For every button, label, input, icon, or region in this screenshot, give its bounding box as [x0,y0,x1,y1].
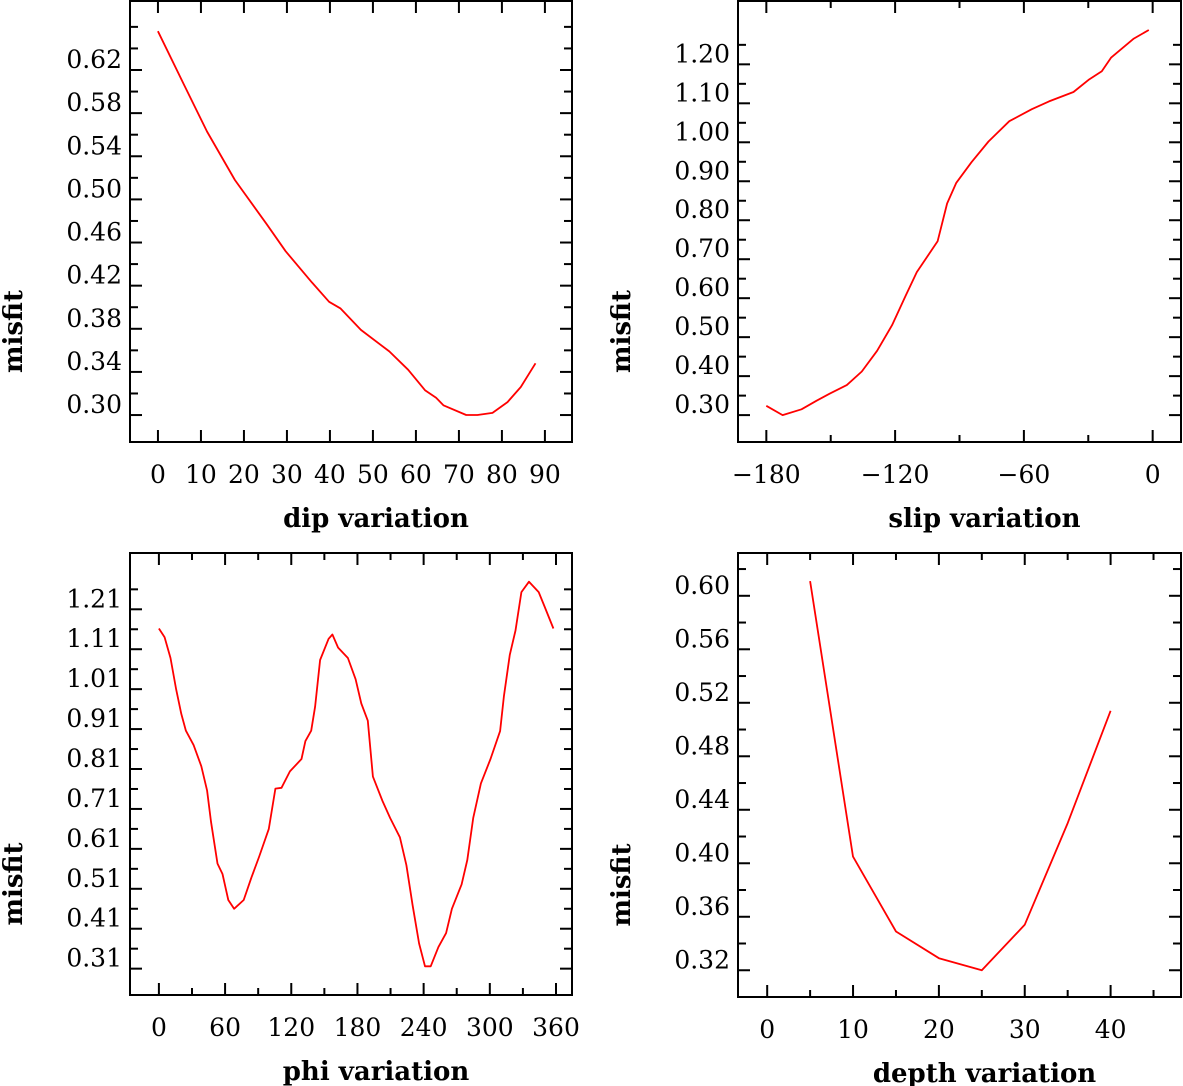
series-line-depth [809,580,1112,972]
y-tick-label: 0.51 [66,864,122,893]
y-tick-label: 0.58 [66,88,122,117]
x-axis-label: phi variation [283,1057,470,1086]
x-tick-label: 0 [151,1013,167,1042]
y-tick-label: 0.50 [674,312,730,341]
y-tick-label: 0.32 [674,945,730,974]
y-tick-label: 0.62 [66,45,122,74]
x-tick-label: −120 [861,460,930,489]
y-tick-label: 0.60 [674,571,730,600]
x-tick-label: −60 [998,460,1051,489]
x-tick-label: 40 [1095,1015,1127,1044]
y-tick-label: 0.40 [674,351,730,380]
y-tick-label: 0.50 [66,174,122,203]
y-tick-label: 0.56 [674,624,730,653]
plot-frame [129,552,573,996]
x-tick-label: 300 [466,1013,514,1042]
y-tick-label: 1.20 [674,39,730,68]
y-tick-label: 1.10 [674,78,730,107]
x-tick-label: 90 [529,460,561,489]
x-tick-label: 20 [923,1015,955,1044]
y-tick-label: 0.30 [674,390,730,419]
y-tick-label: 0.31 [66,944,122,973]
x-tick-label: 0 [1145,460,1161,489]
x-tick-label: −180 [732,460,801,489]
y-tick-label: 1.01 [66,664,122,693]
y-tick-label: 0.91 [66,704,122,733]
series-line-dip [157,30,537,416]
subplot-depth: 0 10 20 30 40 0.32 0.36 0.40 0.44 0.48 0.52 0.56 0.6… [607,552,1182,1086]
y-tick-label: 0.54 [66,131,122,160]
series-line-phi [158,580,555,968]
y-tick-label: 0.60 [674,273,730,302]
x-axis-label: slip variation [888,504,1080,534]
x-tick-label: 10 [185,460,217,489]
x-tick-label: 80 [486,460,518,489]
y-axis-label: misfit [607,290,637,373]
y-tick-label: 0.36 [674,892,730,921]
y-tick-label: 0.40 [674,838,730,867]
y-tick-label: 1.11 [66,624,122,653]
plot-frame [737,0,1182,443]
plot-frame [737,552,1182,998]
subplot-slip: −180 −120 −60 0 0.30 0.40 0.50 0.60 0.70 0.80 0.90… [607,0,1182,534]
x-tick-label: 40 [314,460,346,489]
x-axis-label: depth variation [873,1059,1096,1086]
x-tick-label: 10 [837,1015,869,1044]
y-tick-label: 0.42 [66,261,122,290]
y-tick-label: 1.00 [674,117,730,146]
x-tick-label: 70 [443,460,475,489]
x-tick-label: 30 [271,460,303,489]
y-tick-label: 0.61 [66,824,122,853]
series-line-slip [765,29,1150,417]
subplot-dip: 0 10 20 30 40 50 60 70 80 90 0.30 0.34 0.38 0.42 0.46 0… [0,0,573,534]
y-tick-label: 0.46 [66,218,122,247]
x-tick-label: 60 [209,1013,241,1042]
x-tick-label: 60 [400,460,432,489]
plot-frame [129,0,573,443]
y-tick-label: 0.81 [66,744,122,773]
x-tick-label: 30 [1009,1015,1041,1044]
y-tick-label: 0.71 [66,784,122,813]
y-tick-label: 0.48 [674,731,730,760]
y-tick-label: 0.44 [674,785,730,814]
x-tick-label: 20 [228,460,260,489]
y-axis-label: misfit [607,844,637,927]
y-tick-label: 0.70 [674,234,730,263]
y-tick-label: 0.52 [674,678,730,707]
y-axis-label: misfit [0,843,29,926]
y-tick-label: 0.90 [674,156,730,185]
x-tick-label: 120 [267,1013,315,1042]
y-tick-label: 0.41 [66,904,122,933]
x-axis-label: dip variation [283,504,469,534]
x-tick-label: 360 [532,1013,580,1042]
y-axis-label: misfit [0,290,29,373]
subplot-phi: 0 60 120 180 240 300 360 0.31 0.41 0.51 0.61 0.71 0.… [0,552,580,1086]
y-tick-label: 0.38 [66,304,122,333]
y-tick-label: 0.34 [66,347,122,376]
y-tick-label: 0.30 [66,390,122,419]
x-tick-label: 0 [759,1015,775,1044]
x-tick-label: 240 [400,1013,448,1042]
y-tick-label: 0.80 [674,195,730,224]
x-tick-label: 180 [334,1013,382,1042]
y-tick-label: 1.21 [66,584,122,613]
x-tick-label: 50 [357,460,389,489]
x-tick-label: 0 [150,460,166,489]
